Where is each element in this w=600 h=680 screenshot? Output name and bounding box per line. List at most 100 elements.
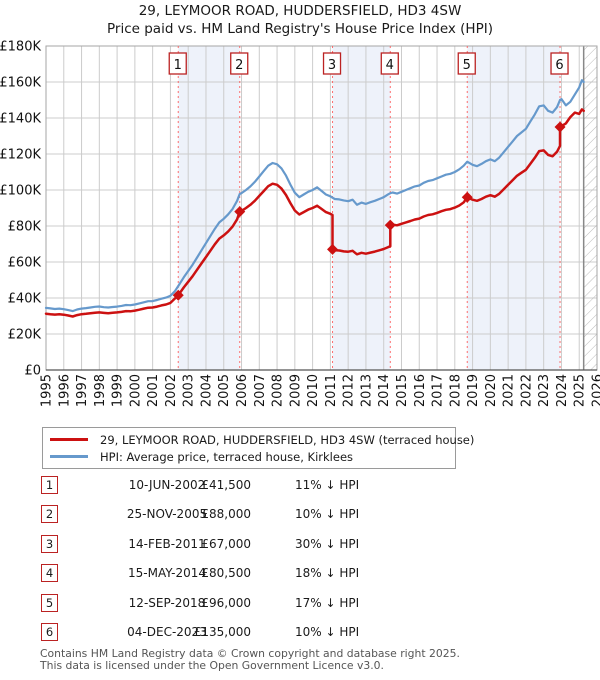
- property-price-line: [44, 108, 585, 318]
- x-axis-tick-label: 2011: [324, 374, 339, 407]
- y-axis-tick-label: £40K: [8, 292, 42, 307]
- sale-date: 12-SEP-2018: [128, 595, 206, 610]
- sale-marker: [384, 219, 396, 231]
- table-row: 4 15-MAY-2014 £80,500 18% ↓ HPI: [41, 564, 561, 583]
- sale-number-box: [380, 52, 399, 75]
- ownership-band: [467, 46, 561, 370]
- sale-hpi-diff: 18% ↓ HPI: [295, 566, 360, 581]
- x-axis-tick-label: 2017: [431, 374, 446, 407]
- sale-hpi-diff: 17% ↓ HPI: [295, 595, 360, 610]
- x-axis-tick-label: 1998: [93, 374, 108, 407]
- y-axis-tick-label: £180K: [0, 40, 41, 55]
- sale-number-box: [168, 52, 187, 75]
- x-axis-tick-label: 2000: [128, 374, 143, 407]
- x-axis-tick-label: 2002: [164, 374, 179, 407]
- y-axis-tick-label: £20K: [8, 328, 42, 343]
- x-axis-tick-label: 2018: [448, 374, 463, 407]
- sale-number-box-label: 6: [555, 58, 563, 73]
- footer-copyright: Contains HM Land Registry data © Crown c…: [40, 647, 460, 660]
- sale-number-box: [457, 52, 476, 75]
- sale-price: £41,500: [201, 478, 251, 492]
- sale-marker: [234, 206, 246, 218]
- x-axis-tick-label: 2025: [573, 374, 588, 407]
- x-axis-tick-label: 2007: [253, 374, 268, 407]
- x-axis-tick-label: 2001: [146, 374, 161, 407]
- sale-number-box-label: 1: [174, 58, 182, 73]
- table-row: 5 12-SEP-2018 £96,000 17% ↓ HPI: [41, 593, 561, 612]
- sale-number-box-label: 5: [463, 58, 471, 73]
- x-axis-tick-label: 2022: [519, 374, 534, 407]
- x-axis-tick-label: 1999: [111, 374, 126, 407]
- price-chart: 1 2 3 4 5 6 £0 £20K £40K £60K £80K £100K £120K £140K £…: [0, 40, 600, 408]
- y-axis-tick-label: £120K: [0, 148, 41, 163]
- x-axis-tick-label: 2009: [288, 374, 303, 407]
- table-row: 1 10-JUN-2002 £41,500 11% ↓ HPI: [41, 476, 561, 494]
- sale-number: 2: [41, 505, 58, 524]
- sale-marker: [554, 121, 566, 133]
- sale-number-box: [550, 52, 569, 75]
- sale-date: 04-DEC-2023: [127, 625, 207, 639]
- chart-legend: 29, LEYMOOR ROAD, HUDDERSFIELD, HD3 4SW …: [42, 427, 474, 469]
- sale-number: 1: [41, 476, 58, 494]
- x-axis-tick-label: 2015: [395, 374, 410, 407]
- x-axis-tick-label: 1997: [75, 374, 90, 407]
- x-axis-tick-label: 2012: [342, 374, 357, 407]
- y-axis-tick-label: £100K: [0, 184, 41, 199]
- sale-number-box-label: 4: [386, 58, 394, 73]
- sale-hpi-diff: 30% ↓ HPI: [295, 536, 360, 551]
- x-axis-tick-label: 2019: [466, 374, 481, 407]
- x-axis-tick-label: 2024: [555, 374, 570, 407]
- x-axis-tick-label: 2016: [413, 374, 428, 407]
- sale-number: 5: [41, 593, 58, 612]
- sale-number-box: [230, 52, 249, 75]
- x-axis-tick-label: 2006: [235, 374, 250, 407]
- x-axis-tick-label: 2005: [217, 374, 232, 407]
- page-subtitle: Price paid vs. HM Land Registry's House …: [107, 21, 493, 37]
- x-axis-tick-label: 2004: [199, 374, 214, 407]
- sale-marker: [327, 243, 339, 255]
- legend-label-property: 29, LEYMOOR ROAD, HUDDERSFIELD, HD3 4SW …: [100, 432, 475, 447]
- ownership-band: [178, 46, 240, 370]
- no-data-hatch-region: [583, 46, 597, 370]
- sale-number: 4: [41, 564, 58, 583]
- x-axis-tick-label: 1996: [57, 374, 72, 407]
- sale-marker: [172, 289, 184, 301]
- sale-marker: [461, 191, 473, 203]
- sale-date: 15-MAY-2014: [127, 566, 206, 581]
- y-axis-tick-label: £80K: [8, 220, 42, 235]
- sale-number-box: [322, 52, 342, 75]
- y-axis-tick-label: £160K: [0, 76, 41, 91]
- property-line-swatch: [50, 438, 88, 441]
- x-axis-tick-label: 1995: [40, 374, 55, 407]
- table-row: 6 04-DEC-2023 £135,000 10% ↓ HPI: [41, 623, 561, 641]
- legend-item-hpi: HPI: Average price, terraced house, Kirk…: [50, 448, 455, 465]
- sale-price: £96,000: [201, 595, 251, 610]
- sale-hpi-diff: 10% ↓ HPI: [295, 625, 360, 639]
- sales-table: 1 10-JUN-2002 £41,500 11% ↓ HPI 2 25-NOV-2005…: [41, 476, 561, 646]
- sale-price: £80,500: [201, 566, 251, 581]
- sale-number: 3: [41, 534, 58, 553]
- y-axis-tick-label: £60K: [8, 256, 42, 271]
- y-axis-tick-label: £0: [24, 364, 41, 379]
- x-axis-tick-label: 2003: [182, 374, 197, 407]
- x-axis-tick-label: 2026: [591, 374, 600, 407]
- x-axis-tick-label: 2014: [377, 374, 392, 407]
- sale-date: 10-JUN-2002: [128, 478, 206, 492]
- sale-hpi-diff: 11% ↓ HPI: [295, 478, 360, 492]
- sale-price: £88,000: [201, 507, 251, 522]
- legend-label-hpi: HPI: Average price, terraced house, Kirk…: [100, 449, 354, 464]
- sale-number-box-label: 2: [235, 58, 243, 73]
- hpi-line-swatch: [50, 455, 88, 458]
- x-axis-tick-label: 2021: [502, 374, 517, 407]
- table-row: 2 25-NOV-2005 £88,000 10% ↓ HPI: [41, 505, 561, 524]
- x-axis-tick-label: 2020: [484, 374, 499, 407]
- sale-number-box-label: 3: [328, 58, 336, 73]
- x-axis-tick-label: 2010: [306, 374, 321, 407]
- table-row: 3 14-FEB-2011 £67,000 30% ↓ HPI: [41, 534, 561, 553]
- sale-date: 14-FEB-2011: [128, 536, 206, 551]
- x-axis-tick-label: 2023: [537, 374, 552, 407]
- sale-number: 6: [41, 623, 58, 641]
- sale-hpi-diff: 10% ↓ HPI: [295, 507, 360, 522]
- x-axis-tick-label: 2008: [271, 374, 286, 407]
